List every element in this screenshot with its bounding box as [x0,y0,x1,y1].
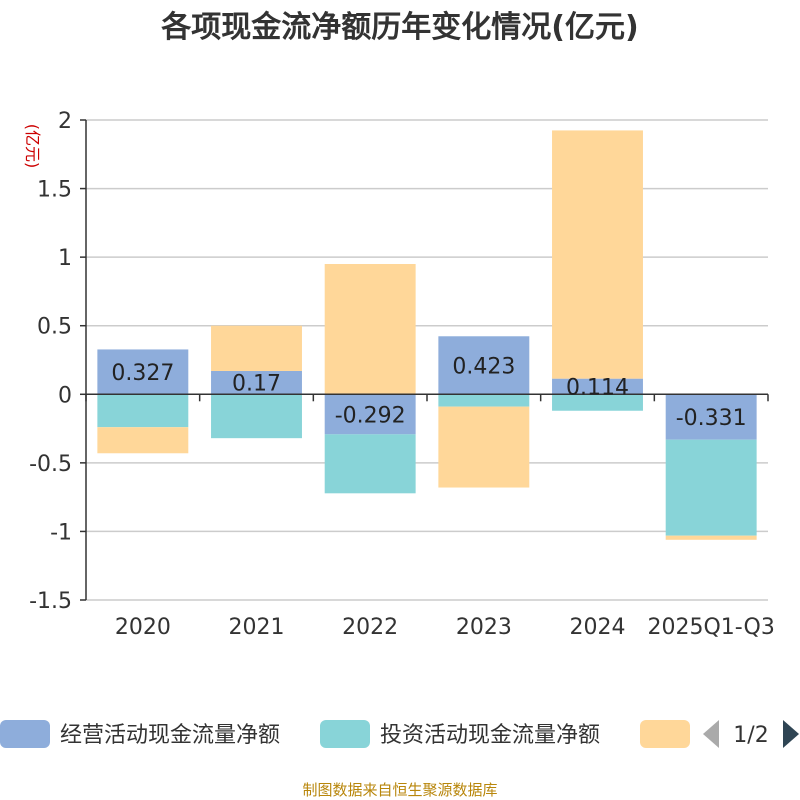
pager-next-icon[interactable] [783,720,799,748]
axes: 2 1.5 1 0.5 0 -0.5 -1 -1.5 2020 2021 2022 2023 2024 2… [29,109,775,640]
bar-series-1-2020[interactable] [97,349,189,395]
x-tick-label: 2021 [229,615,285,640]
data-labels: 0.327 0.17 -0.292 0.423 0.114 -0.331 [111,354,746,431]
legend-item-3[interactable] [640,720,690,748]
source-note: 制图数据来自恒生聚源数据库 [302,781,497,799]
legend-label: 投资活动现金流量净额 [380,723,600,748]
y-tick-label: 0 [58,383,72,408]
bar-series-3-2021[interactable] [211,325,302,371]
data-label-2022: -0.292 [335,403,406,428]
bar-series-3-2022[interactable] [324,264,416,395]
x-tick-label: 2020 [115,615,171,640]
y-tick-label: 1.5 [37,178,72,203]
bar-series-2-2023[interactable] [438,394,530,407]
legend-item-2[interactable]: 投资活动现金流量净额 [320,720,600,748]
legend: 经营活动现金流量净额 投资活动现金流量净额 1/2 [0,720,799,748]
pager-prev-icon[interactable] [703,720,719,748]
legend-swatch [0,720,50,748]
y-tick-label: 2 [58,109,72,134]
chart-title: 各项现金流净额历年变化情况(亿元) [160,10,638,45]
y-tick-label: 1 [58,246,72,271]
bar-series-2-2022[interactable] [324,434,416,494]
data-label-2020: 0.327 [111,361,174,386]
x-tick-label: 2024 [570,615,626,640]
y-tick-label: -0.5 [29,452,72,477]
bar-series-1-2022[interactable] [324,394,416,435]
legend-label: 经营活动现金流量净额 [60,723,280,748]
bar-series-3-2023[interactable] [438,406,530,488]
x-tick-label: 2025Q1-Q3 [647,615,774,640]
x-tick-label: 2022 [342,615,398,640]
bar-series-1-2021[interactable] [211,370,302,395]
data-label-2024: 0.114 [566,375,629,400]
bars [97,130,757,540]
legend-swatch [320,720,370,748]
data-label-2021: 0.17 [232,372,281,397]
y-tick-label: -1.5 [29,589,72,614]
bar-series-1-2023[interactable] [438,336,530,395]
bar-series-2-2024[interactable] [552,394,643,411]
legend-item-1[interactable]: 经营活动现金流量净额 [0,720,280,748]
bar-series-1-2024[interactable] [552,378,643,395]
y-axis-unit-label: (亿元) [23,124,42,169]
data-label-2023: 0.423 [452,354,515,379]
bar-series-3-2020[interactable] [97,427,189,454]
data-label-2025Q1-Q3: -0.331 [676,406,747,431]
y-tick-label: -1 [50,520,72,545]
bar-series-3-2024[interactable] [552,130,643,379]
bar-series-2-2020[interactable] [97,394,189,428]
x-tick-label: 2023 [456,615,512,640]
bar-series-1-2025Q1-Q3[interactable] [665,394,757,440]
legend-swatch [640,720,690,748]
pager-indicator: 1/2 [733,723,768,748]
y-tick-label: 0.5 [37,315,72,340]
bar-series-2-2025Q1-Q3[interactable] [665,439,757,536]
bar-series-3-2025Q1-Q3[interactable] [665,535,757,540]
grid-lines [86,119,768,601]
bar-series-2-2021[interactable] [211,394,302,439]
